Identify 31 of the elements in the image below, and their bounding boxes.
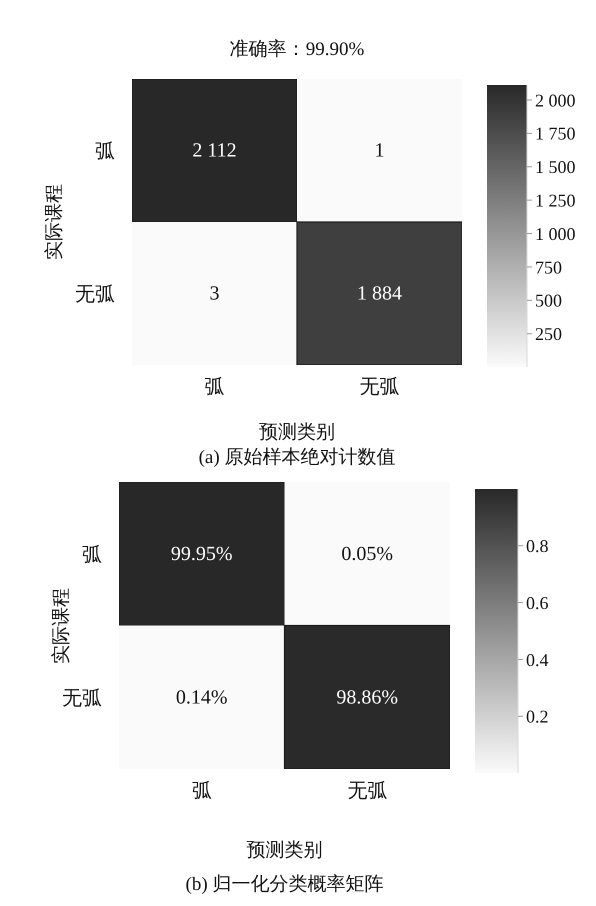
- color-bar-label: 2 000: [535, 90, 576, 110]
- data-label: 0.14%: [176, 686, 228, 708]
- data-label: 1: [374, 140, 384, 162]
- text: (b) 归一化分类概率矩阵: [184, 874, 384, 896]
- data-label: 99.95%: [170, 542, 233, 565]
- color-bar-label: 0.6: [526, 592, 548, 613]
- x-axis-title: 预测类别: [246, 840, 324, 862]
- color-bar-label: 0.8: [526, 536, 548, 556]
- y-tick-label: 无弧: [62, 687, 102, 710]
- color-bar-label: 500: [535, 290, 562, 311]
- color-bar-label: 1 000: [535, 224, 576, 244]
- y-axis-title: 实际课程: [51, 588, 72, 664]
- y-tick-label: 弧: [82, 544, 102, 566]
- color-bar-label: 0.2: [526, 706, 548, 727]
- data-label: 2 112: [192, 140, 237, 162]
- text: (a) 原始样本绝对计数值: [198, 447, 396, 469]
- data-label: 1 884: [357, 282, 402, 304]
- color-bar-label: 0.4: [526, 650, 548, 670]
- data-label: 98.86%: [336, 686, 398, 708]
- x-axis-title: 预测类别: [258, 422, 336, 444]
- data-label: 3: [210, 282, 220, 304]
- y-tick-label: 弧: [95, 140, 115, 163]
- data-label: 0.05%: [341, 542, 394, 565]
- color-bar-label: 1 750: [535, 124, 576, 144]
- y-axis-title: 实际课程: [44, 183, 66, 262]
- y-tick-label: 无弧: [75, 284, 115, 306]
- color-bar-label: 250: [535, 324, 562, 344]
- color-bar-label: 750: [535, 257, 562, 278]
- color-bar-label: 1 250: [535, 190, 576, 211]
- chart-title: 准确率：99.90%: [228, 39, 366, 61]
- color-bar-label: 1 500: [535, 157, 576, 178]
